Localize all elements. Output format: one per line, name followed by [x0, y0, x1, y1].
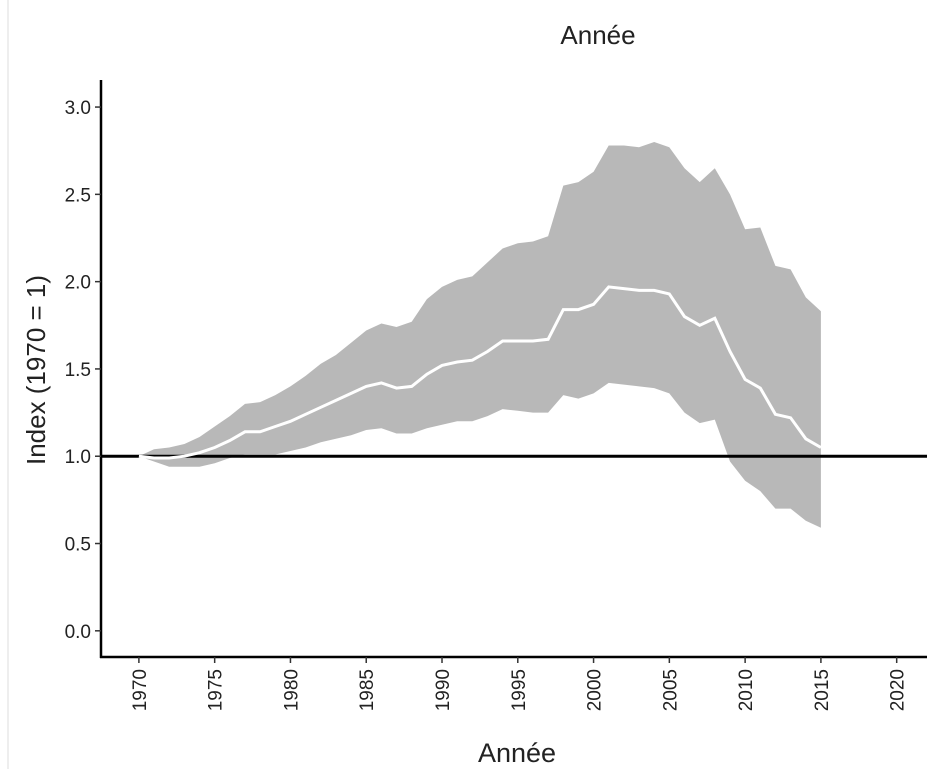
x-tick-label: 2010: [736, 669, 757, 711]
top-axis-title: Année: [560, 20, 635, 50]
x-tick-label: 1975: [206, 669, 227, 711]
x-axis-title: Année: [478, 738, 556, 768]
x-tick-label: 2000: [585, 669, 606, 711]
x-tick-label: 1980: [281, 669, 302, 711]
y-tick-label: 1.5: [65, 360, 91, 381]
y-tick-label: 1.0: [65, 447, 91, 468]
x-tick-label: 1970: [130, 669, 151, 711]
x-tick-label: 2020: [888, 669, 909, 711]
x-tick-label: 1995: [509, 669, 530, 711]
y-tick-label: 2.5: [65, 185, 91, 206]
y-tick-label: 0.0: [65, 622, 91, 643]
y-axis-title: Index (1970 = 1): [21, 275, 51, 465]
y-tick-label: 2.0: [65, 273, 91, 294]
x-tick-label: 2005: [660, 669, 681, 711]
index-line: [138, 285, 822, 460]
x-tick-label: 1985: [357, 669, 378, 711]
confidence-band: [138, 142, 821, 528]
x-tick-label: 2015: [812, 669, 833, 711]
y-tick-label: 3.0: [65, 98, 91, 119]
y-tick-label: 0.5: [65, 535, 91, 556]
x-tick-label: 1990: [433, 669, 454, 711]
